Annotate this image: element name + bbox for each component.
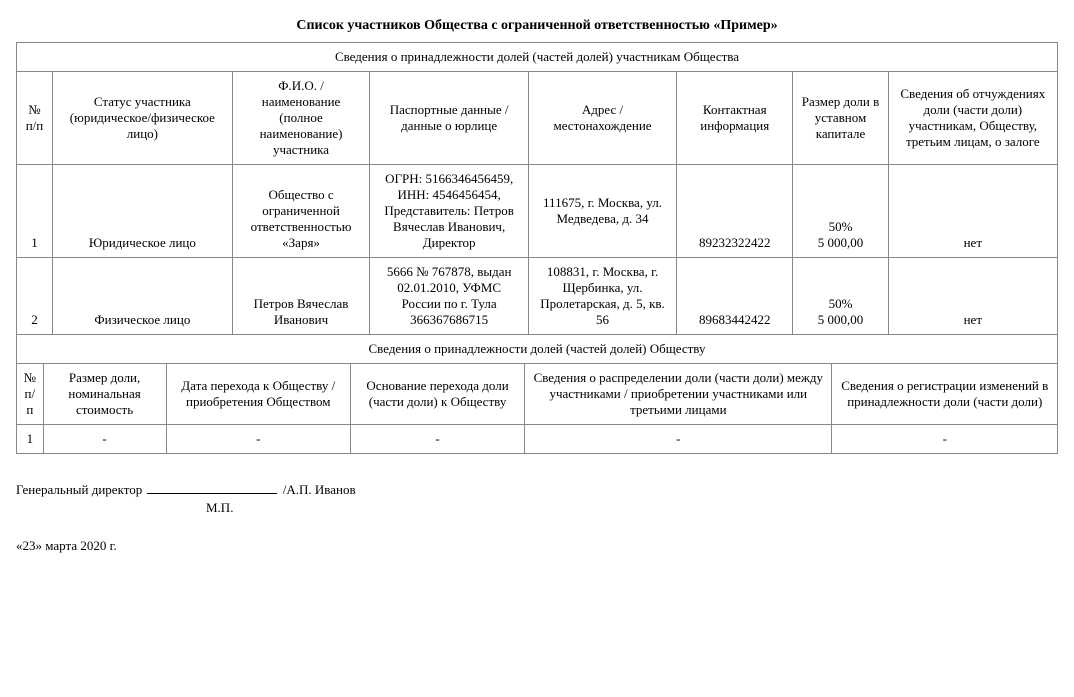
cell2-basis: - — [350, 425, 524, 454]
table2-section-title: Сведения о принадлежности долей (частей … — [17, 335, 1058, 364]
share-pct: 50% — [829, 219, 853, 234]
cell2-registration: - — [832, 425, 1058, 454]
cell-contact: 89232322422 — [677, 165, 793, 258]
cell-num: 2 — [17, 258, 53, 335]
signature-line — [147, 493, 277, 494]
table1-header-row: № п/п Статус участника (юридическое/физи… — [17, 72, 1058, 165]
document-date: «23» марта 2020 г. — [16, 538, 1058, 554]
company-shares-table: Сведения о принадлежности долей (частей … — [16, 334, 1058, 454]
table-row: 1 - - - - - — [17, 425, 1058, 454]
cell-address: 111675, г. Москва, ул. Медведева, д. 34 — [528, 165, 676, 258]
cell-share: 50% 5 000,00 — [793, 258, 888, 335]
col-alienation: Сведения об отчуждениях доли (части доли… — [888, 72, 1057, 165]
cell2-num: 1 — [17, 425, 44, 454]
signature-mp: М.П. — [206, 500, 1058, 516]
col-passport: Паспортные данные / данные о юрлице — [370, 72, 529, 165]
table1-section-title: Сведения о принадлежности долей (частей … — [17, 43, 1058, 72]
cell-name: Общество с ограниченной ответственностью… — [232, 165, 370, 258]
table-row: 1 Юридическое лицо Общество с ограниченн… — [17, 165, 1058, 258]
cell-passport: ОГРН: 5166346456459, ИНН: 4546456454, Пр… — [370, 165, 529, 258]
col-name: Ф.И.О. / наименование (полное наименован… — [232, 72, 370, 165]
signature-role: Генеральный директор — [16, 482, 142, 497]
col2-distribution: Сведения о распределении доли (части дол… — [525, 364, 832, 425]
cell2-distribution: - — [525, 425, 832, 454]
col-address: Адрес / местонахождение — [528, 72, 676, 165]
signature-block: Генеральный директор /А.П. Иванов М.П. — [16, 482, 1058, 516]
cell-contact: 89683442422 — [677, 258, 793, 335]
cell-num: 1 — [17, 165, 53, 258]
cell2-size: - — [43, 425, 166, 454]
cell-status: Юридическое лицо — [52, 165, 232, 258]
document-title: Список участников Общества с ограниченно… — [16, 18, 1058, 34]
col2-size: Размер доли, номинальная стоимость — [43, 364, 166, 425]
table2-header-row: № п/п Размер доли, номинальная стоимость… — [17, 364, 1058, 425]
col-share: Размер доли в уставном капитале — [793, 72, 888, 165]
share-val: 5 000,00 — [818, 235, 864, 250]
table-row: 2 Физическое лицо Петров Вячеслав Иванов… — [17, 258, 1058, 335]
cell-status: Физическое лицо — [52, 258, 232, 335]
col2-basis: Основание перехода доли (части доли) к О… — [350, 364, 524, 425]
cell-alienation: нет — [888, 258, 1057, 335]
share-pct: 50% — [829, 296, 853, 311]
participants-table: Сведения о принадлежности долей (частей … — [16, 42, 1058, 335]
col2-registration: Сведения о регистрации изменений в прина… — [832, 364, 1058, 425]
share-val: 5 000,00 — [818, 312, 864, 327]
cell-address: 108831, г. Москва, г. Щербинка, ул. Прол… — [528, 258, 676, 335]
cell-share: 50% 5 000,00 — [793, 165, 888, 258]
col-num: № п/п — [17, 72, 53, 165]
col2-num: № п/п — [17, 364, 44, 425]
cell-passport: 5666 № 767878, выдан 02.01.2010, УФМС Ро… — [370, 258, 529, 335]
cell2-date: - — [166, 425, 350, 454]
cell-alienation: нет — [888, 165, 1057, 258]
signature-name: /А.П. Иванов — [283, 482, 356, 497]
col2-date: Дата перехода к Обществу / приобретения … — [166, 364, 350, 425]
col-contact: Контактная информация — [677, 72, 793, 165]
cell-name: Петров Вячеслав Иванович — [232, 258, 370, 335]
col-status: Статус участника (юридическое/физическое… — [52, 72, 232, 165]
